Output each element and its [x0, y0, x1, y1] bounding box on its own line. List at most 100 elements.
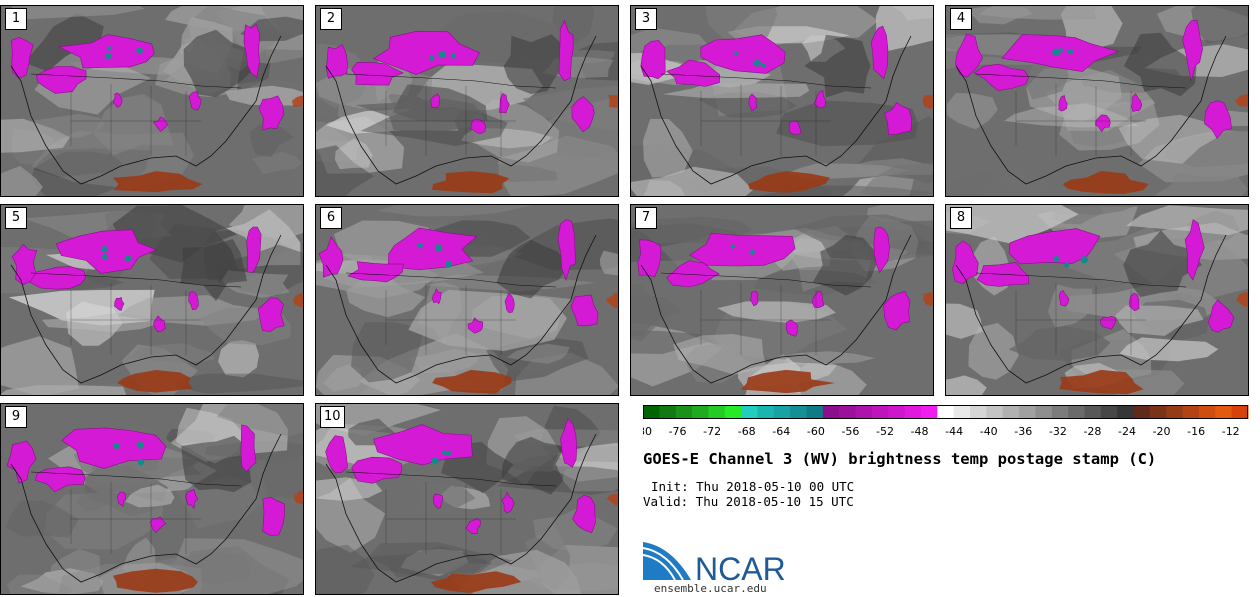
warm-dry-plume — [112, 171, 203, 193]
state-lines — [70, 482, 201, 554]
cloud-texture — [216, 404, 303, 437]
wv-map — [5, 404, 303, 594]
warm-dry-plume — [1062, 171, 1149, 194]
cold-cloud-top — [1058, 95, 1068, 112]
cold-cloud-top — [11, 37, 34, 79]
state-lines — [385, 84, 516, 156]
cloud-texture — [946, 303, 983, 339]
panel-label: 1 — [5, 8, 27, 30]
colorbar-tick-label: -16 — [1187, 425, 1205, 438]
coldest-core — [445, 450, 452, 456]
warm-dry-plume — [748, 171, 830, 193]
coastline — [640, 35, 912, 185]
cloud-texture — [946, 205, 1079, 244]
state-lines — [700, 84, 831, 156]
colorbar-cell — [806, 405, 824, 419]
cloud-texture — [1191, 6, 1248, 44]
cloud-texture — [717, 301, 836, 323]
cloud-texture — [1153, 172, 1248, 196]
cloud-texture — [41, 312, 159, 333]
cloud-texture — [407, 349, 482, 374]
cold-cloud-top — [35, 466, 86, 493]
colorbar-cell — [953, 405, 971, 419]
coldest-core — [1064, 262, 1070, 268]
cloud-texture — [316, 145, 374, 196]
coldest-core — [1080, 256, 1089, 264]
colorbar-tick-label: -40 — [980, 425, 998, 438]
cold-cloud-top — [188, 91, 202, 111]
cloud-texture — [408, 289, 567, 351]
cloud-texture — [20, 568, 104, 594]
cold-cloud-top — [558, 19, 574, 82]
cold-cloud-top — [1129, 292, 1140, 312]
coastline — [10, 35, 282, 185]
panel-7: 7 — [630, 204, 934, 396]
cold-cloud-top — [258, 95, 285, 131]
cold-cloud-top — [61, 427, 167, 469]
colorbar-tick-label: -76 — [669, 425, 687, 438]
cold-cloud-top — [952, 240, 979, 284]
cold-cloud-top — [114, 296, 125, 311]
cloud-texture — [6, 574, 75, 594]
cloud-texture — [876, 6, 933, 52]
colorbar-cell — [855, 405, 873, 419]
colorbar-cell — [920, 405, 938, 419]
cold-cloud-top — [325, 43, 348, 79]
colorbar-cell — [1002, 405, 1020, 419]
coldest-core — [1052, 48, 1060, 56]
cold-cloud-top — [1099, 315, 1117, 330]
colorbar-cell — [888, 405, 906, 419]
coldest-core — [438, 50, 446, 59]
cloud-texture — [850, 158, 933, 176]
cold-cloud-top — [973, 63, 1030, 92]
cold-cloud-top — [749, 290, 759, 307]
panel-label: 2 — [320, 8, 342, 30]
warm-dry-plume — [431, 171, 510, 194]
cloud-texture — [776, 100, 919, 147]
dry-slot — [501, 436, 566, 495]
cold-cloud-top — [572, 494, 596, 534]
cold-cloud-top — [432, 288, 442, 305]
warm-dry-plume — [605, 292, 618, 309]
cloud-texture — [146, 551, 252, 585]
warm-dry-plume — [431, 571, 522, 593]
wv-map — [316, 404, 618, 594]
colorbar-cell — [1035, 405, 1053, 419]
wv-map — [316, 205, 618, 395]
panel-6: 6 — [315, 204, 619, 396]
warm-dry-plume — [741, 369, 836, 394]
warm-dry-plume — [293, 490, 303, 505]
figure-title: GOES-E Channel 3 (WV) brightness temp po… — [643, 450, 1157, 468]
colorbar-cell — [839, 405, 857, 419]
warm-dry-plume — [606, 493, 618, 506]
colorbar-cell — [871, 405, 889, 419]
cold-cloud-top — [560, 418, 578, 468]
us-canada-border — [345, 471, 557, 487]
cloud-texture — [351, 322, 425, 383]
cold-cloud-top — [785, 319, 798, 337]
cloud-texture — [1, 336, 79, 395]
cloud-texture — [980, 173, 1045, 196]
cloud-texture — [968, 323, 1019, 380]
colorbar-cell — [937, 405, 955, 419]
colorbar-cell — [986, 405, 1004, 419]
colorbar-tick-label: -64 — [772, 425, 790, 438]
us-canada-border — [30, 73, 242, 89]
coastline — [955, 234, 1227, 384]
cloud-texture — [35, 565, 103, 594]
cloud-texture — [316, 477, 383, 501]
cloud-texture — [355, 98, 486, 131]
panel-label: 8 — [950, 207, 972, 229]
cold-cloud-top — [689, 232, 796, 267]
website-link[interactable]: ensemble.ucar.edu — [654, 582, 767, 595]
colorbar: -80 -76 -72 -68 -64 -60 -56 -52 -48 -44 -40 -36 -32 -… — [643, 405, 1249, 438]
panel-label: 5 — [5, 207, 27, 229]
coastline — [325, 433, 597, 583]
panel-label: 6 — [320, 207, 342, 229]
warm-dry-plume — [1235, 94, 1248, 107]
us-canada-border — [975, 272, 1187, 288]
coldest-core — [435, 244, 443, 252]
logo-text: NCAR — [695, 551, 786, 584]
cold-cloud-top — [748, 93, 758, 112]
coldest-core — [431, 457, 439, 465]
